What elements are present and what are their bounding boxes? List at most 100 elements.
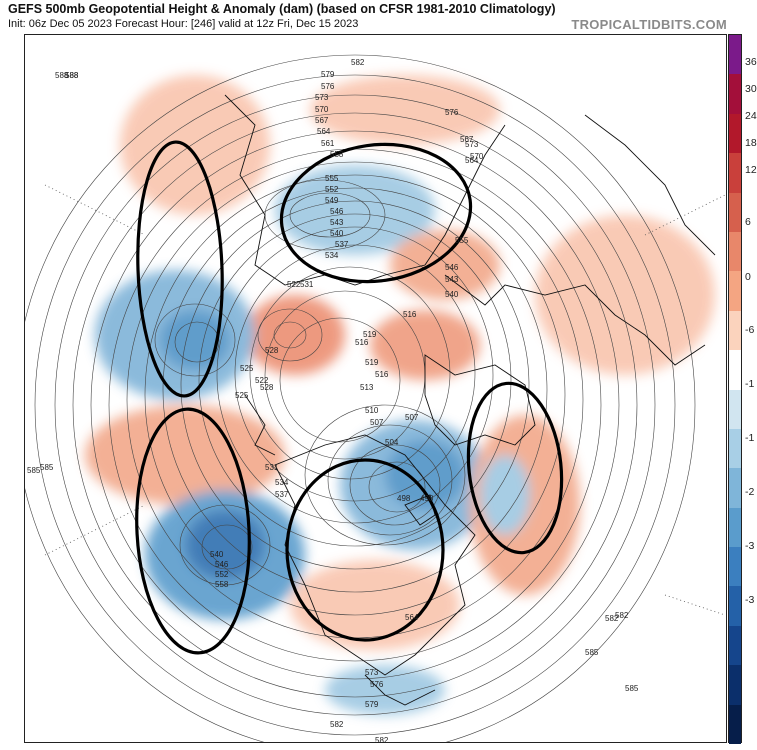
contour-label: 507 (370, 418, 384, 427)
height-contour (304, 404, 466, 546)
contour-label: 513 (360, 383, 374, 392)
contour-label: 546 (330, 207, 344, 216)
contour-label: 540 (210, 550, 224, 559)
annotation-ellipse-pacific-north (136, 140, 224, 398)
height-contours (25, 54, 696, 742)
colorbar-tick-label: 12 (745, 164, 757, 176)
coastline-north-america (274, 434, 476, 676)
contour-label: 576 (321, 82, 335, 91)
height-contour (54, 94, 656, 716)
annotation-ellipse-pacific-south (135, 407, 251, 655)
colorbar-segment (729, 389, 741, 430)
contour-label: 564 (317, 127, 331, 136)
height-contour (279, 317, 401, 443)
colorbar-segment (729, 547, 741, 587)
height-contour (34, 74, 676, 736)
height-contour (368, 461, 426, 513)
height-contour (273, 321, 307, 349)
contour-label: 588 (55, 71, 69, 80)
contour-label: 558 (330, 150, 344, 159)
contour-label: 579 (365, 700, 379, 709)
contour-label: 570 (470, 152, 484, 161)
contour-label: 519 (363, 330, 377, 339)
graticule (44, 184, 726, 616)
colorbar-segment (729, 35, 741, 75)
contour-label: 540 (330, 229, 344, 238)
contour-label: 540 (445, 290, 459, 299)
height-contour (198, 213, 512, 547)
colorbar-segment (729, 428, 741, 469)
colorbar-segment (729, 271, 741, 312)
contour-label: 528 (260, 383, 274, 392)
colorbar-segment (729, 310, 741, 351)
contour-label: 504 (385, 438, 399, 447)
contour-label: 564 (405, 613, 419, 622)
negative-anomaly-gulf (325, 665, 445, 715)
colorbar-segment (729, 625, 741, 666)
edge-contour-label: 585 (27, 466, 41, 475)
colorbar-segment (729, 231, 741, 272)
colorbar-segment (729, 665, 741, 706)
colorbar-tick-label: 18 (745, 137, 757, 149)
contour-label: 543 (330, 218, 344, 227)
contour-label: 522 (287, 280, 301, 289)
coastline-mexico (364, 674, 436, 706)
edge-contour-label: 582 (605, 614, 619, 623)
colorbar-tick-label: -1 (745, 432, 755, 444)
height-contour (144, 174, 566, 616)
contour-label: 525 (235, 391, 249, 400)
meridian-line (664, 594, 726, 616)
positive-anomaly-nw-pacific (310, 75, 500, 145)
positive-anomaly-arctic (245, 295, 345, 375)
contour-label: 573 (315, 93, 329, 102)
colorbar-segment (729, 350, 741, 390)
contour-label: 567 (460, 135, 474, 144)
positive-anomaly-usa (290, 560, 460, 650)
contour-label: 588 (65, 71, 79, 80)
contour-label: 582 (615, 611, 629, 620)
contour-label: 534 (325, 251, 339, 260)
coastline-hudson-bay (404, 494, 436, 526)
colorbar-tick-label: -3 (745, 594, 755, 606)
contour-label: 516 (355, 338, 369, 347)
colorbar-tick-label: -6 (745, 324, 755, 336)
height-contour (249, 266, 451, 480)
coastline-east-asia (584, 114, 716, 256)
contour-label: 582 (351, 58, 365, 67)
annotation-ellipse-atlantic (466, 381, 564, 555)
map-title: GEFS 500mb Geopotential Height & Anomaly… (8, 2, 556, 16)
contour-label: 549 (325, 196, 339, 205)
negative-anomaly-siberia (275, 165, 435, 255)
map-canvas: 5885825795765735705675645615585555525495… (25, 35, 726, 743)
height-contour (327, 424, 453, 536)
colorbar-tick-label: -3 (745, 540, 755, 552)
colorbar-segment (729, 153, 741, 194)
contour-label: 576 (370, 680, 384, 689)
map-subtitle: Init: 06z Dec 05 2023 Forecast Hour: [24… (8, 18, 359, 30)
height-contour (289, 192, 371, 238)
meridian-line (644, 194, 726, 236)
contour-label: 585 (40, 463, 54, 472)
height-contour (234, 244, 476, 502)
colorbar-segment (729, 468, 741, 509)
height-contour (349, 444, 441, 526)
contour-label: 561 (321, 139, 335, 148)
colorbar-tick-label: 0 (745, 271, 751, 283)
colorbar-tick-label: -1 (745, 378, 755, 390)
positive-anomaly-subtropical-pacific (85, 405, 285, 505)
contour-label: 516 (375, 370, 389, 379)
height-contour (162, 187, 548, 593)
contour-label: 522 (255, 376, 269, 385)
contour-label: 570 (315, 105, 329, 114)
colorbar-segment (729, 113, 741, 154)
contour-label: 579 (321, 70, 335, 79)
contour-label: 546 (445, 263, 459, 272)
edge-labels: 588 585 582 585 582 (27, 71, 639, 729)
contour-label: 555 (455, 236, 469, 245)
contour-label: 573 (365, 668, 379, 677)
contour-label: 582 (375, 736, 389, 743)
contour-label: 498 (420, 494, 434, 503)
brand-label: TROPICALTIDBITS.COM (571, 17, 727, 32)
annotation-ellipse-siberia (279, 142, 473, 284)
contour-label: 531 (300, 280, 314, 289)
